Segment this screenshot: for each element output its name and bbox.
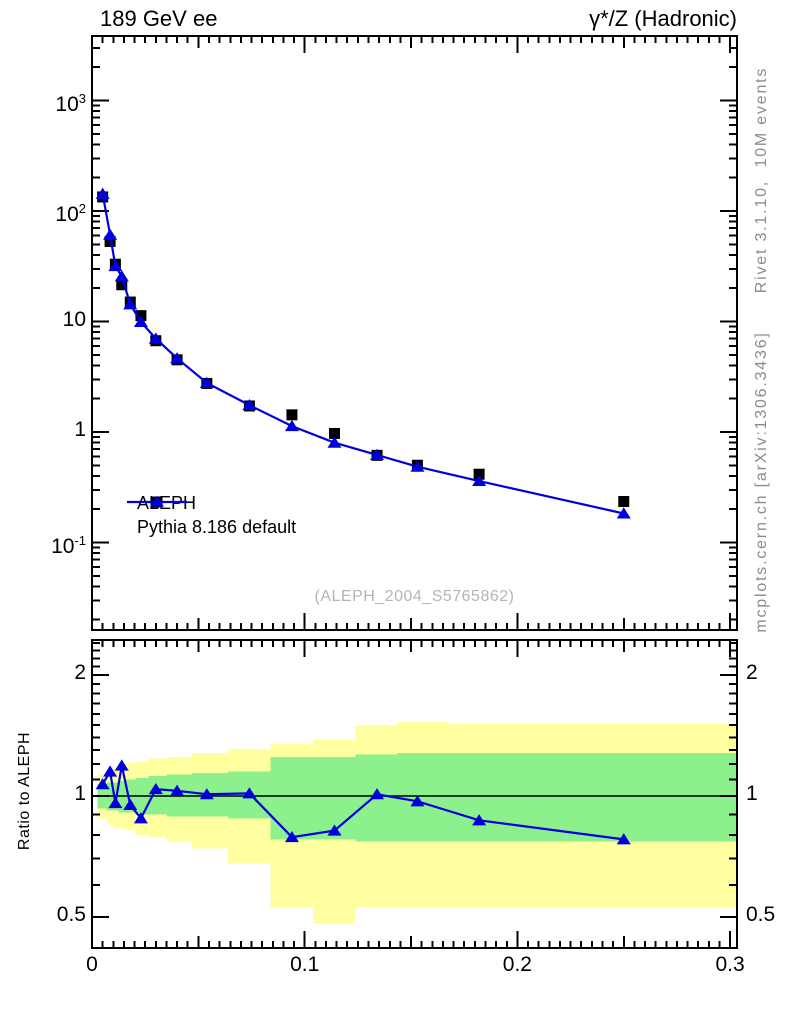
- panel-frames-and-ticks: [91, 35, 738, 949]
- legend: ALEPH Pythia 8.186 default: [126, 492, 296, 539]
- rivet-version-caption: Rivet 3.1.10, 10M events: [753, 66, 770, 294]
- pythia-mc-curve: [95, 187, 631, 519]
- mcplots-arxiv-caption: mcplots.cern.ch [arXiv:1306.3436]: [753, 331, 770, 633]
- pythia-line-marker-icon: [127, 495, 187, 507]
- ratio-axis-title: Ratio to ALEPH: [16, 731, 33, 851]
- aleph-data-points: [97, 191, 630, 507]
- legend-label-pythia: Pythia 8.186 default: [137, 517, 297, 537]
- pythia-ratio-curve: [95, 759, 631, 845]
- ratio-band-green: [97, 752, 738, 842]
- plot-title-process: γ*/Z (Hadronic): [589, 6, 737, 31]
- analysis-watermark: (ALEPH_2004_S5765862): [314, 588, 515, 605]
- legend-item-pythia: Pythia 8.186 default: [126, 495, 297, 539]
- plot-title-energy: 189 GeV ee: [100, 6, 218, 31]
